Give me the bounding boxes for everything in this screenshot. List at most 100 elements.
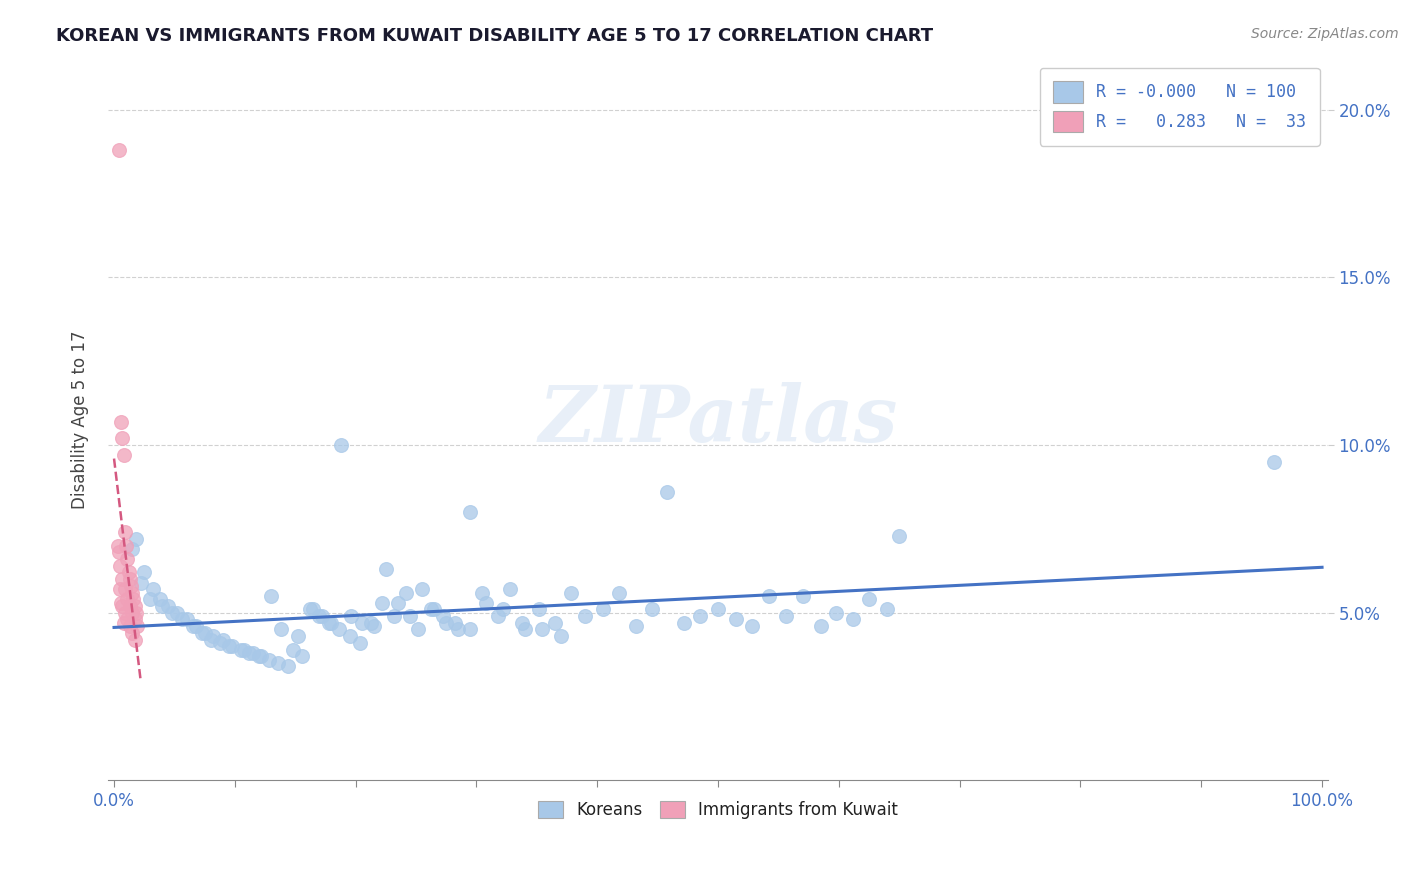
Point: [530, 623, 553, 637]
Point: [166, 606, 188, 620]
Point: [842, 612, 865, 626]
Point: [298, 602, 321, 616]
Point: [529, 602, 551, 616]
Point: [302, 602, 325, 616]
Point: [374, 562, 396, 576]
Point: [250, 649, 273, 664]
Point: [260, 589, 283, 603]
Point: [657, 485, 679, 500]
Point: [408, 623, 430, 637]
Point: [544, 615, 567, 630]
Point: [423, 602, 446, 616]
Point: [339, 629, 361, 643]
Point: [560, 585, 582, 599]
Point: [170, 612, 193, 626]
Point: [117, 566, 139, 580]
Point: [124, 599, 146, 613]
Point: [330, 438, 353, 452]
Point: [181, 619, 204, 633]
Point: [112, 448, 135, 462]
Point: [349, 636, 371, 650]
Point: [360, 615, 382, 630]
Point: [257, 652, 280, 666]
Point: [115, 539, 138, 553]
Point: [640, 602, 662, 616]
Point: [574, 609, 596, 624]
Point: [287, 629, 309, 643]
Point: [202, 629, 225, 643]
Point: [387, 596, 409, 610]
Point: [176, 612, 198, 626]
Point: [281, 642, 304, 657]
Point: [121, 585, 143, 599]
Point: [114, 582, 136, 597]
Point: [117, 612, 139, 626]
Point: [114, 525, 136, 540]
Text: KOREAN VS IMMIGRANTS FROM KUWAIT DISABILITY AGE 5 TO 17 CORRELATION CHART: KOREAN VS IMMIGRANTS FROM KUWAIT DISABIL…: [56, 27, 934, 45]
Point: [810, 619, 832, 633]
Point: [200, 632, 222, 647]
Point: [118, 599, 141, 613]
Point: [129, 575, 152, 590]
Point: [124, 632, 146, 647]
Point: [108, 545, 131, 559]
Point: [486, 609, 509, 624]
Point: [382, 609, 405, 624]
Point: [267, 656, 290, 670]
Point: [157, 599, 180, 613]
Point: [550, 629, 572, 643]
Point: [758, 589, 780, 603]
Point: [107, 539, 129, 553]
Point: [111, 431, 134, 445]
Point: [371, 596, 394, 610]
Legend: Koreans, Immigrants from Kuwait: Koreans, Immigrants from Kuwait: [531, 795, 904, 826]
Text: Source: ZipAtlas.com: Source: ZipAtlas.com: [1251, 27, 1399, 41]
Point: [460, 623, 482, 637]
Point: [792, 589, 814, 603]
Point: [889, 528, 911, 542]
Point: [114, 606, 136, 620]
Point: [363, 619, 385, 633]
Point: [607, 585, 630, 599]
Point: [471, 585, 494, 599]
Point: [624, 619, 647, 633]
Point: [233, 642, 256, 657]
Point: [434, 615, 457, 630]
Point: [122, 592, 145, 607]
Point: [110, 596, 132, 610]
Point: [139, 592, 162, 607]
Point: [419, 602, 441, 616]
Point: [242, 646, 264, 660]
Point: [150, 599, 173, 613]
Point: [318, 615, 340, 630]
Point: [209, 636, 232, 650]
Point: [218, 639, 240, 653]
Point: [191, 625, 214, 640]
Point: [825, 606, 848, 620]
Point: [291, 649, 314, 664]
Y-axis label: Disability Age 5 to 17: Disability Age 5 to 17: [72, 331, 89, 509]
Point: [142, 582, 165, 597]
Point: [125, 619, 148, 633]
Point: [120, 579, 142, 593]
Point: [117, 552, 139, 566]
Point: [725, 612, 748, 626]
Point: [111, 572, 134, 586]
Point: [512, 615, 534, 630]
Point: [118, 572, 141, 586]
Point: [160, 606, 183, 620]
Point: [707, 602, 730, 616]
Point: [221, 639, 243, 653]
Point: [211, 632, 233, 647]
Point: [673, 615, 696, 630]
Point: [108, 582, 131, 597]
Point: [311, 609, 333, 624]
Point: [121, 625, 143, 640]
Point: [689, 609, 711, 624]
Point: [340, 609, 363, 624]
Point: [308, 609, 330, 624]
Point: [775, 609, 797, 624]
Point: [395, 585, 418, 599]
Text: ZIPatlas: ZIPatlas: [538, 382, 897, 458]
Point: [134, 566, 156, 580]
